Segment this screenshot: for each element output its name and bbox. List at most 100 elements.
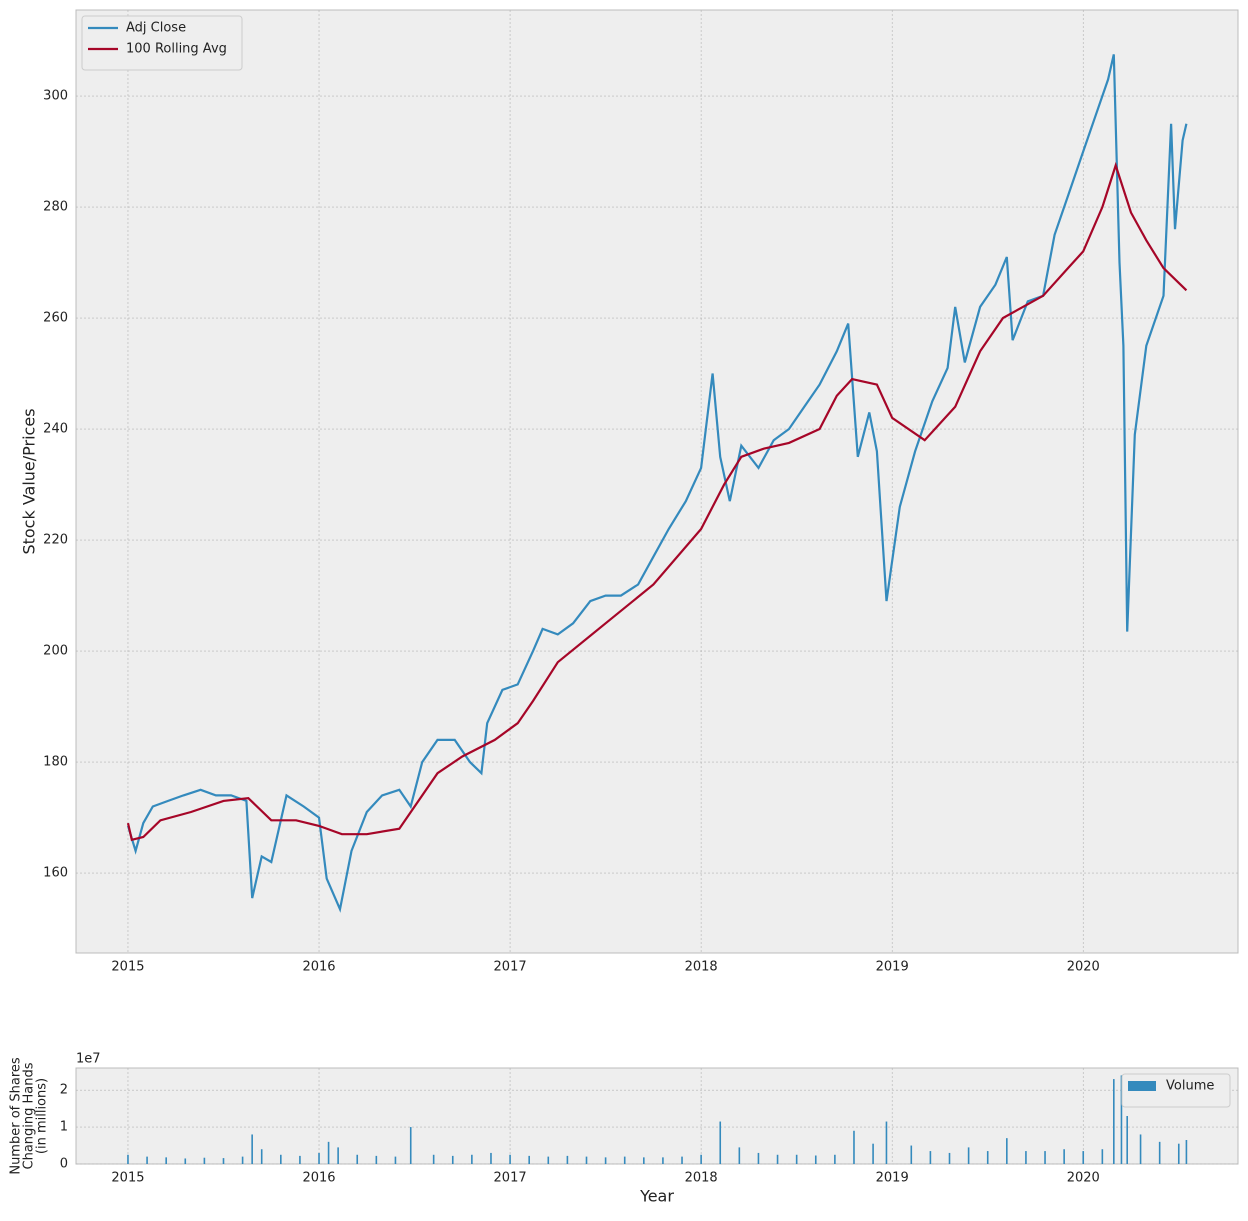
bar <box>929 1151 932 1164</box>
x-tick-label: 2017 <box>494 960 527 975</box>
bar <box>432 1154 435 1164</box>
bar <box>604 1157 607 1164</box>
bar <box>241 1156 244 1164</box>
bar <box>165 1157 167 1164</box>
line <box>126 54 1188 913</box>
x-tick-label: 2015 <box>111 1171 144 1186</box>
bar <box>260 1149 263 1164</box>
x-tick-label: 2019 <box>876 1171 909 1186</box>
bar <box>872 1143 874 1164</box>
x-tick-label: 2015 <box>111 960 144 975</box>
bar <box>1044 1151 1046 1164</box>
y-axis-label: Changing Hands <box>22 1062 37 1169</box>
y-tick-label: 220 <box>43 533 68 548</box>
x-tick-label: 2016 <box>302 1171 335 1186</box>
bar <box>814 1155 817 1164</box>
x-tick-label: 2019 <box>876 960 909 975</box>
y-tick-label: 240 <box>43 422 68 437</box>
bar <box>299 1155 301 1164</box>
bar <box>1177 1143 1180 1164</box>
bar <box>910 1145 913 1164</box>
bar <box>1158 1141 1161 1164</box>
bar <box>1006 1138 1008 1164</box>
legend-label: 100 Rolling Avg <box>126 42 227 57</box>
y-axis-label: Number of Shares <box>9 1057 24 1175</box>
x-tick-label: 2016 <box>302 960 335 975</box>
bar <box>1082 1151 1085 1164</box>
bar <box>222 1158 225 1164</box>
bar <box>643 1157 645 1164</box>
bar <box>662 1157 664 1164</box>
bar <box>1120 1075 1123 1164</box>
legend-label: Volume <box>1166 1079 1214 1094</box>
bar <box>528 1155 530 1164</box>
bar <box>719 1121 722 1164</box>
x-tick-label: 2017 <box>494 1171 527 1186</box>
bar <box>327 1141 330 1164</box>
bar <box>700 1154 702 1164</box>
y-tick-label: 180 <box>43 755 68 770</box>
y-tick-label: 1 <box>60 1120 68 1135</box>
legend-swatch <box>1128 1081 1156 1091</box>
y-tick-label: 260 <box>43 311 68 326</box>
bar <box>948 1152 951 1164</box>
bar <box>623 1156 626 1164</box>
y-axis-label: (in millions) <box>35 1078 50 1154</box>
bar <box>251 1134 253 1164</box>
bar <box>566 1155 569 1164</box>
bar <box>471 1154 473 1164</box>
x-tick-label: 2020 <box>1067 960 1100 975</box>
bar <box>967 1147 970 1164</box>
bar <box>509 1154 511 1164</box>
bar <box>318 1152 320 1164</box>
legend-box <box>81 15 243 71</box>
bar <box>795 1154 798 1164</box>
legend-label: Adj Close <box>126 21 186 36</box>
bar <box>394 1156 397 1164</box>
bar <box>834 1154 836 1164</box>
bar <box>409 1127 412 1164</box>
y-tick-label: 280 <box>43 200 68 215</box>
bar <box>738 1147 741 1164</box>
y-tick-label: 160 <box>43 866 68 881</box>
bar <box>1101 1149 1104 1164</box>
bar <box>885 1121 888 1164</box>
bar <box>1139 1134 1142 1164</box>
bar <box>776 1154 779 1164</box>
plot-area <box>75 9 1239 954</box>
bar <box>757 1152 760 1164</box>
y-tick-label: 0 <box>60 1157 68 1172</box>
x-axis-label: Year <box>639 1187 674 1206</box>
bar <box>1025 1151 1027 1164</box>
bar <box>184 1158 187 1164</box>
bar <box>375 1155 378 1164</box>
bar <box>490 1152 492 1164</box>
x-tick-label: 2018 <box>685 960 718 975</box>
bar <box>547 1156 550 1164</box>
bar <box>853 1130 855 1164</box>
y-tick-label: 2 <box>60 1083 68 1098</box>
y-tick-label: 300 <box>43 89 68 104</box>
bar <box>127 1154 129 1164</box>
bar <box>356 1154 359 1164</box>
bar <box>280 1154 282 1164</box>
bar <box>451 1155 454 1164</box>
bar <box>1063 1149 1065 1164</box>
bar <box>1113 1079 1115 1164</box>
y-tick-label: 200 <box>43 644 68 659</box>
bar <box>986 1151 989 1164</box>
line <box>126 161 1188 842</box>
x-tick-label: 2018 <box>685 1171 718 1186</box>
plot-area <box>75 1067 1239 1165</box>
offset-text: 1e7 <box>76 1052 101 1067</box>
x-tick-label: 2020 <box>1067 1171 1100 1186</box>
bar <box>1126 1116 1128 1164</box>
bar <box>337 1147 339 1164</box>
bar <box>681 1156 683 1164</box>
y-axis-label: Stock Value/Prices <box>20 408 39 554</box>
bar <box>203 1157 206 1164</box>
bar <box>1185 1140 1188 1164</box>
bar <box>146 1156 148 1164</box>
bar <box>585 1156 588 1164</box>
